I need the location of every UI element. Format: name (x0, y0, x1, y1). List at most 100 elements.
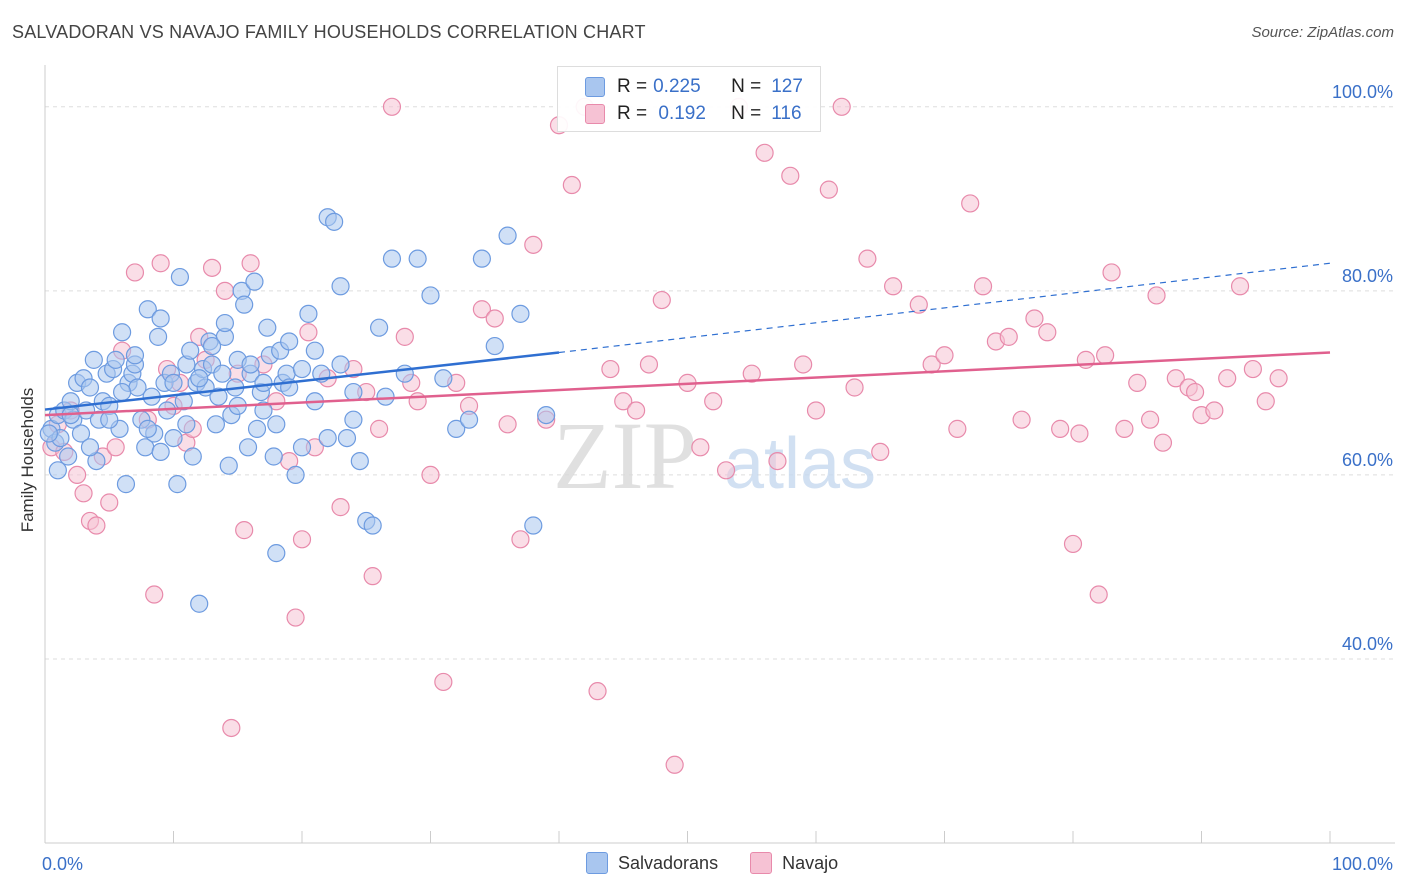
navajo-point (781, 166, 800, 185)
navajo-point (1153, 433, 1173, 452)
blue-swatch (586, 852, 608, 874)
salvadoran-point (138, 300, 157, 319)
navajo-trend-line (44, 351, 1331, 417)
navajo-point (1185, 382, 1205, 402)
navajo-point (1102, 263, 1121, 282)
pink-swatch (750, 852, 773, 874)
salvadoran-point (421, 286, 440, 305)
salvadoran-point (116, 475, 136, 494)
r-label: R = (617, 76, 648, 97)
navajo-point (832, 97, 851, 116)
navajo-point (267, 392, 286, 411)
navajo-point (973, 277, 993, 296)
watermark: ZIP atlas (553, 402, 876, 509)
navajo-point (511, 530, 530, 549)
r-value: 0.192 (653, 103, 706, 124)
navajo-point (1063, 534, 1083, 554)
salvadoran-point (241, 355, 260, 374)
salvadoran-point (247, 419, 267, 438)
navajo-point (883, 277, 903, 296)
salvadoran-point (382, 249, 402, 268)
salvadoran-point (177, 415, 196, 434)
navajo-point (794, 355, 813, 374)
salvadoran-point (245, 272, 264, 291)
navajo-point (806, 401, 826, 420)
navajo-point (395, 327, 414, 346)
salvadoran-point (498, 226, 517, 245)
salvadoran-point (292, 359, 312, 379)
salvadoran-point (190, 369, 209, 388)
axes (44, 65, 1395, 844)
navajo-point (819, 180, 838, 199)
salvadoran-point (267, 544, 286, 563)
navajo-point (87, 516, 106, 535)
x-tick-label: 100.0% (1332, 854, 1393, 874)
salvadoran-point (174, 392, 193, 411)
navajo-point (498, 415, 517, 434)
salvadoran-point (280, 332, 299, 351)
salvadoran-point (537, 405, 556, 425)
navajo-point (768, 452, 787, 471)
salvadoran-point (524, 516, 543, 535)
navajo-point (485, 309, 504, 328)
tick-labels: 40.0% 60.0% 80.0% 100.0% 0.0% 100.0% (42, 82, 1393, 874)
navajo-point (1128, 373, 1147, 392)
navajo-point (588, 682, 607, 701)
navajo-point (1096, 346, 1115, 365)
navajo-point (601, 359, 620, 379)
navajo-point (222, 718, 241, 738)
navajo-point (652, 290, 671, 310)
navajo-point (215, 281, 234, 300)
salvadoran-point (48, 461, 67, 480)
navajo-point (1070, 424, 1089, 443)
navajo-point (871, 442, 890, 461)
salvadoran-point (164, 428, 183, 448)
n-label: N = (731, 76, 762, 97)
salvadoran-point (511, 304, 530, 323)
legend-item-salvadorans[interactable]: Salvadorans (586, 852, 718, 874)
navajo-point (286, 608, 305, 627)
salvadoran-point (71, 424, 91, 443)
salvadoran-point (112, 323, 132, 342)
navajo-point (1147, 286, 1166, 305)
navajo-point (1243, 359, 1263, 379)
salvadoran-point (331, 355, 350, 374)
navajo-point (716, 461, 736, 480)
navajo-point (909, 295, 928, 314)
salvadoran-point (299, 304, 318, 323)
navajo-point (1218, 369, 1237, 388)
navajo-point (858, 249, 877, 268)
salvadoran-point (286, 465, 305, 485)
navajo-point (999, 327, 1018, 346)
salvadoran-point (447, 419, 466, 438)
navajo-point (74, 484, 93, 503)
salvadoran-point (408, 249, 427, 268)
legend-item-navajo[interactable]: Navajo (750, 852, 838, 874)
salvadoran-point (80, 438, 100, 457)
salvadoran-point (181, 341, 200, 360)
y-tick-label: 100.0% (1332, 82, 1393, 102)
navajo-point (1205, 401, 1224, 420)
n-value: 116 (771, 103, 802, 124)
navajo-point (1140, 410, 1160, 429)
salvadoran-point (254, 373, 273, 392)
salvadoran-point (170, 267, 190, 287)
salvadoran-point (325, 212, 344, 231)
salvadoran-point (84, 350, 103, 369)
y-tick-label: 60.0% (1342, 450, 1393, 470)
salvadoran-point (39, 424, 58, 443)
legend-label: Salvadorans (618, 852, 719, 873)
legend-label: Navajo (782, 852, 839, 873)
y-tick-label: 80.0% (1342, 266, 1393, 286)
navajo-point (202, 258, 222, 277)
salvadoran-point (164, 373, 183, 392)
salvadoran-point (267, 415, 286, 434)
navajo-point (292, 530, 312, 549)
navajo-point (691, 438, 710, 457)
navajo-point (151, 254, 170, 273)
series-legend: Salvadorans Navajo (586, 852, 870, 874)
salvadoran-point (183, 447, 202, 466)
chart-title: SALVADORAN VS NAVAJO FAMILY HOUSEHOLDS C… (12, 22, 646, 42)
salvadoran-point (238, 438, 258, 457)
